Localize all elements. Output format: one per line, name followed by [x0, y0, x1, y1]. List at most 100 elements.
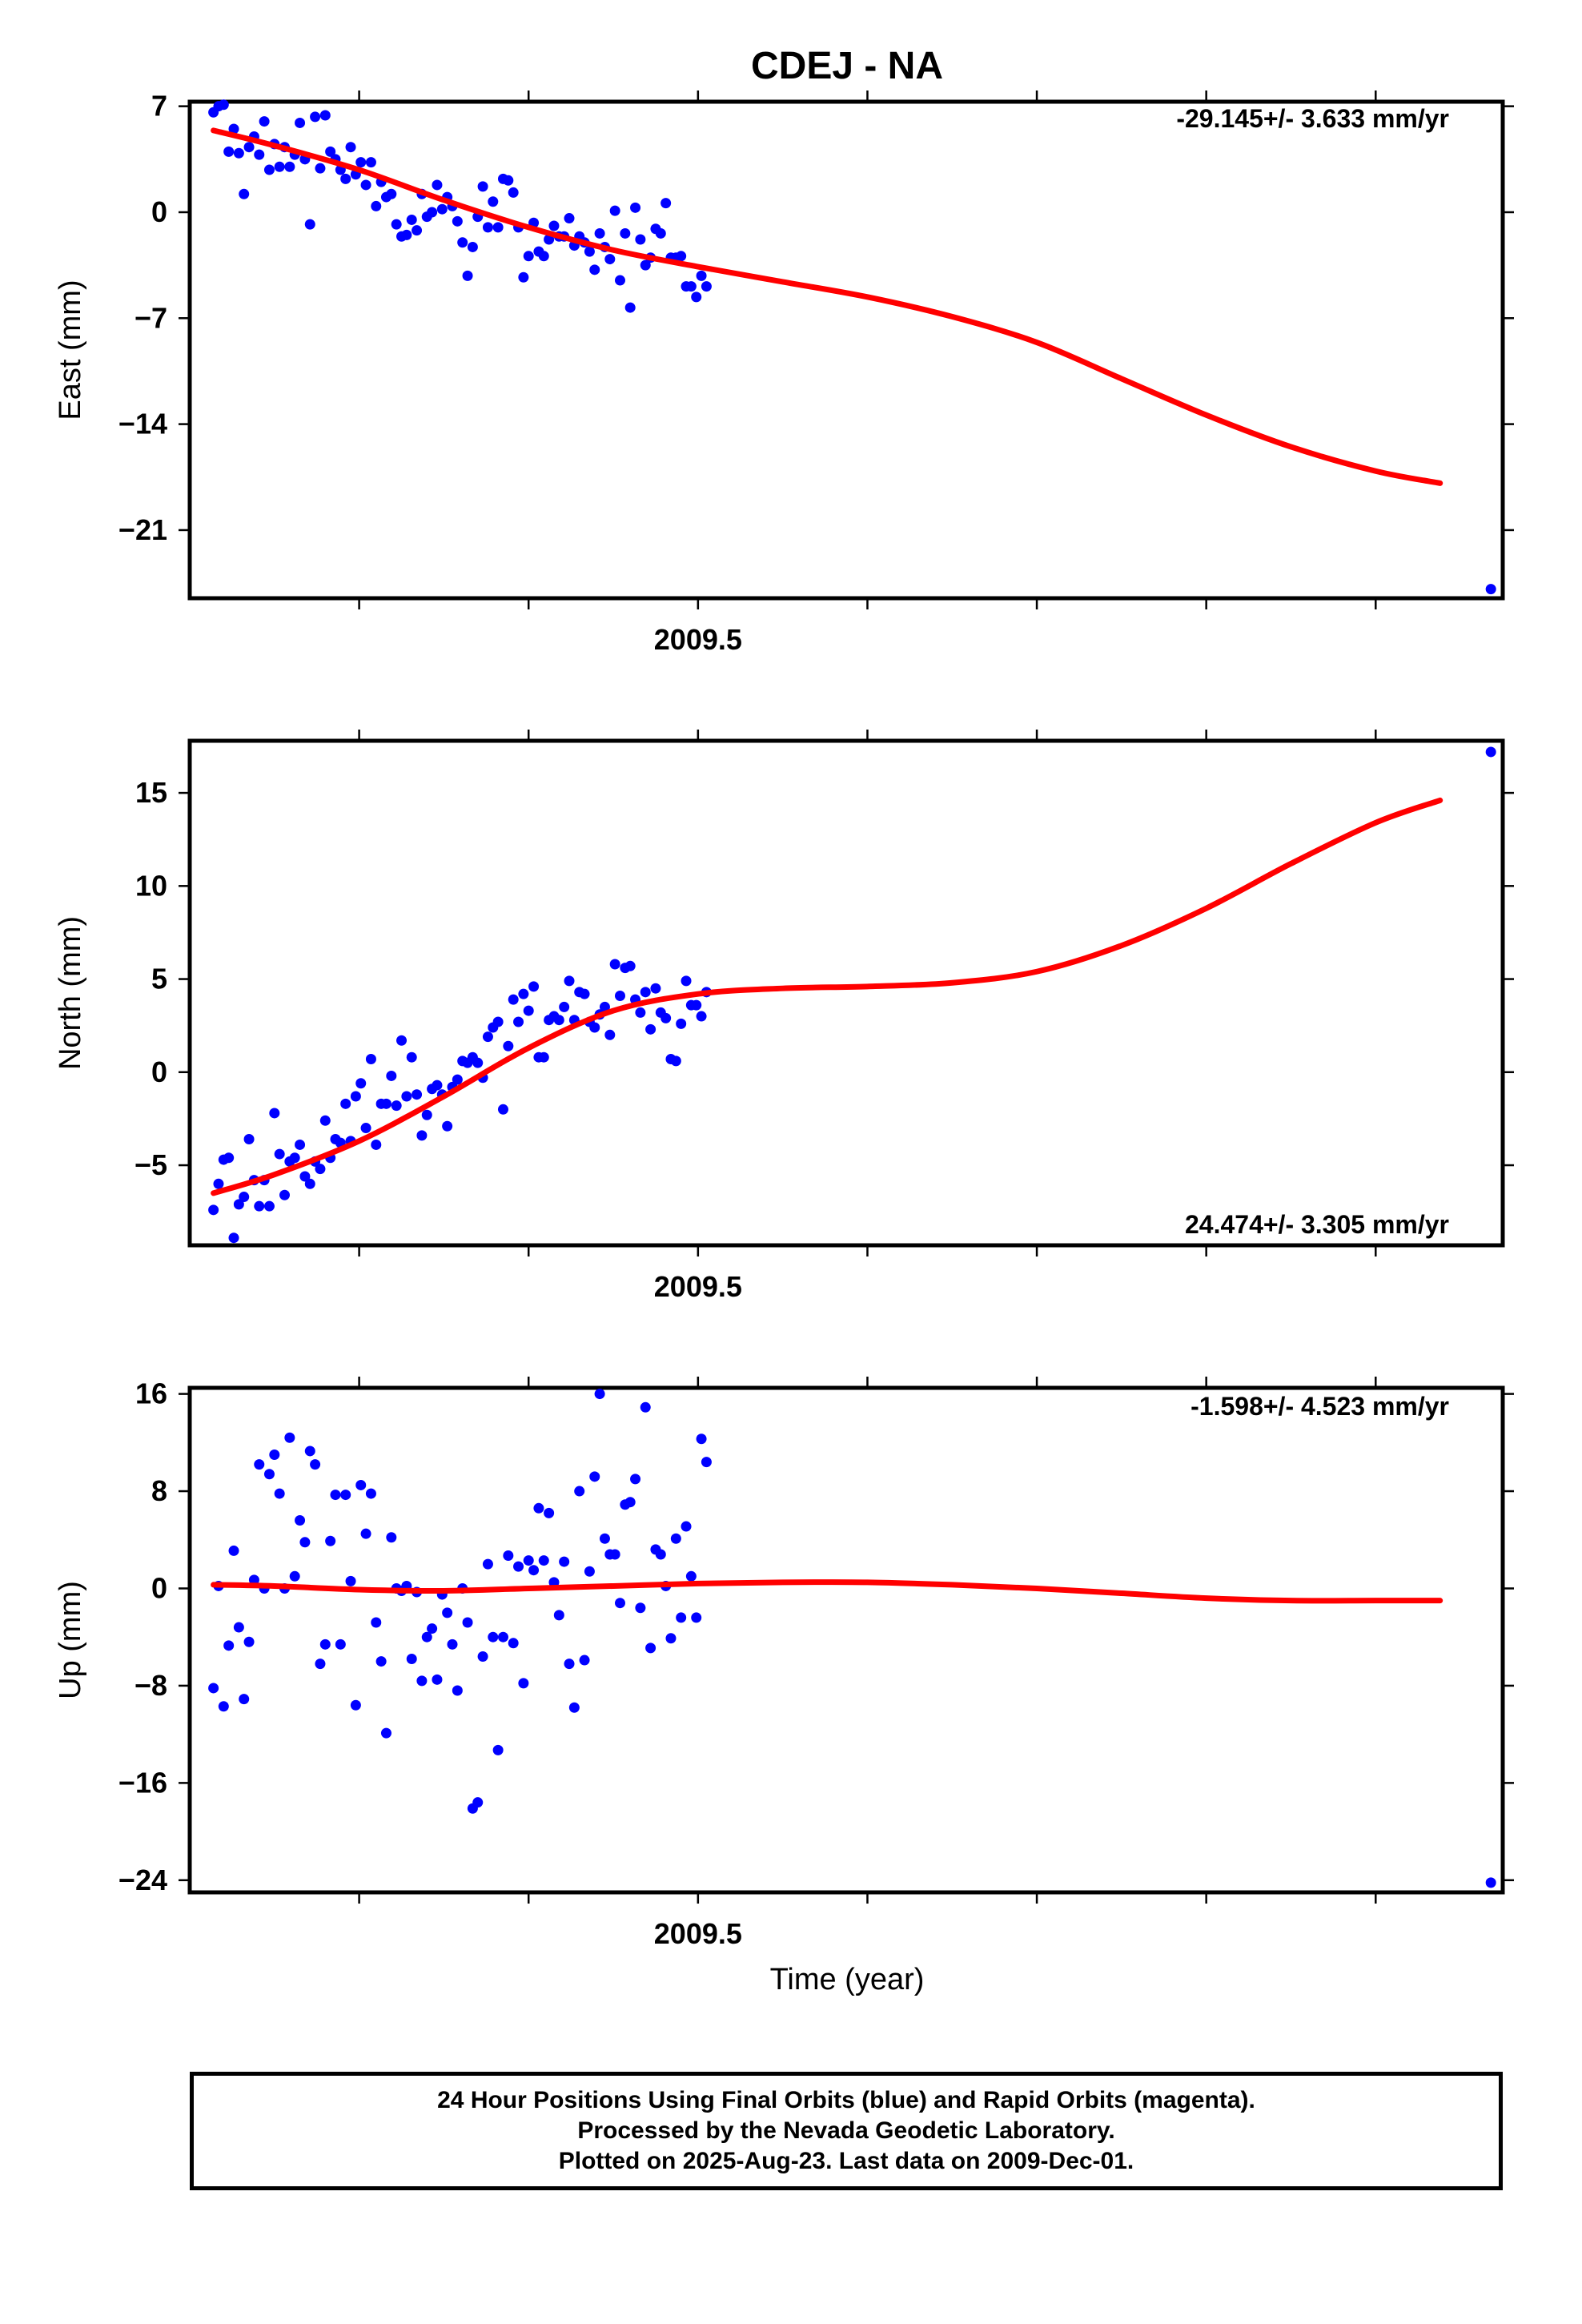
data-point	[538, 251, 549, 262]
x-tick-label: 2009.5	[654, 1270, 742, 1303]
panel-east: 2009.5 7 0 −7 −14 −21 East (mm) -29.145+/- 3.63…	[54, 90, 1514, 656]
data-point	[691, 999, 702, 1011]
data-point	[523, 1005, 534, 1016]
y-axis-label: North (mm)	[54, 916, 87, 1070]
data-point	[223, 1152, 235, 1164]
y-tick-label: 8	[151, 1474, 167, 1507]
y-tick-label: 16	[135, 1377, 167, 1410]
data-point	[248, 1574, 259, 1586]
data-point	[350, 1699, 361, 1711]
data-point	[701, 281, 712, 292]
data-point	[624, 302, 636, 313]
rate-label: 24.474+/- 3.305 mm/yr	[1185, 1210, 1449, 1239]
data-point	[609, 959, 620, 970]
data-point	[492, 222, 504, 233]
data-point	[655, 227, 666, 239]
data-point	[284, 161, 295, 172]
data-point	[482, 222, 493, 233]
data-point	[233, 1199, 244, 1210]
data-point	[243, 1133, 255, 1144]
panel-data	[208, 1389, 1496, 1888]
data-point	[503, 175, 514, 186]
data-point	[254, 1200, 265, 1212]
panel-frame	[187, 738, 1505, 1248]
data-point	[508, 187, 519, 198]
y-axis-label: Up (mm)	[54, 1581, 87, 1699]
data-point	[239, 188, 250, 199]
data-point	[223, 146, 235, 157]
data-point	[401, 229, 412, 240]
data-point	[274, 1148, 285, 1160]
data-point	[640, 259, 651, 271]
data-point	[295, 1139, 306, 1150]
x-tick-label: 2009.5	[654, 623, 742, 656]
y-tick-label: 0	[151, 195, 167, 228]
data-point	[218, 99, 229, 111]
data-point	[528, 1565, 540, 1576]
data-point	[467, 241, 478, 252]
data-point	[259, 116, 270, 127]
data-point	[681, 975, 692, 987]
data-point	[564, 1659, 575, 1670]
data-point	[355, 1078, 367, 1089]
data-point	[599, 1001, 610, 1012]
data-point	[579, 1655, 590, 1666]
data-point	[274, 1488, 285, 1499]
data-point	[589, 1471, 600, 1482]
data-point	[589, 264, 600, 275]
data-point	[584, 246, 595, 257]
data-point	[391, 219, 402, 230]
data-point	[406, 1051, 417, 1063]
data-point	[681, 1521, 692, 1532]
data-point	[254, 1459, 265, 1470]
data-point	[594, 227, 605, 239]
y-tick-label: 5	[151, 963, 167, 995]
data-point	[492, 1016, 504, 1027]
data-point	[375, 1656, 387, 1667]
x-axis-label: Time (year)	[770, 1963, 925, 1996]
data-point	[488, 196, 499, 207]
data-point	[533, 1502, 544, 1514]
data-point	[670, 1533, 681, 1544]
data-point	[701, 1457, 712, 1468]
rate-label: -1.598+/- 4.523 mm/yr	[1191, 1392, 1449, 1421]
data-point	[412, 225, 423, 236]
data-point	[406, 1654, 417, 1665]
data-point	[406, 214, 417, 225]
data-point	[513, 1016, 524, 1027]
data-point	[299, 1171, 311, 1182]
data-point	[284, 1432, 295, 1443]
y-tick-label: 15	[135, 776, 167, 809]
data-point	[386, 1532, 397, 1543]
data-point	[584, 1566, 595, 1577]
data-point	[319, 1638, 331, 1650]
data-point	[640, 987, 651, 998]
data-point	[518, 1678, 529, 1689]
data-point	[416, 1130, 428, 1141]
data-point	[432, 179, 443, 191]
data-point	[614, 1598, 625, 1609]
data-point	[371, 1617, 382, 1628]
data-point	[228, 1232, 239, 1244]
data-point	[340, 1490, 351, 1501]
data-point	[228, 123, 239, 135]
panel-north: 2009.5 15 10 5 0 −5 North (mm) 24.474+/- 3.305 …	[54, 730, 1514, 1303]
data-point	[614, 275, 625, 286]
data-point	[263, 1200, 275, 1212]
data-point	[295, 1514, 306, 1526]
data-point	[635, 1007, 646, 1018]
data-point	[208, 1683, 219, 1694]
data-point	[436, 203, 448, 215]
data-point	[345, 142, 356, 153]
data-point	[1485, 584, 1496, 595]
data-point	[365, 157, 376, 168]
data-point	[330, 1490, 341, 1501]
y-tick-label: 10	[135, 869, 167, 902]
fit-curve	[211, 797, 1443, 1196]
data-point	[223, 1640, 235, 1651]
panel-frame	[187, 1385, 1505, 1895]
data-point	[310, 111, 321, 123]
y-axis-label: East (mm)	[54, 279, 87, 420]
data-point	[1485, 746, 1496, 758]
